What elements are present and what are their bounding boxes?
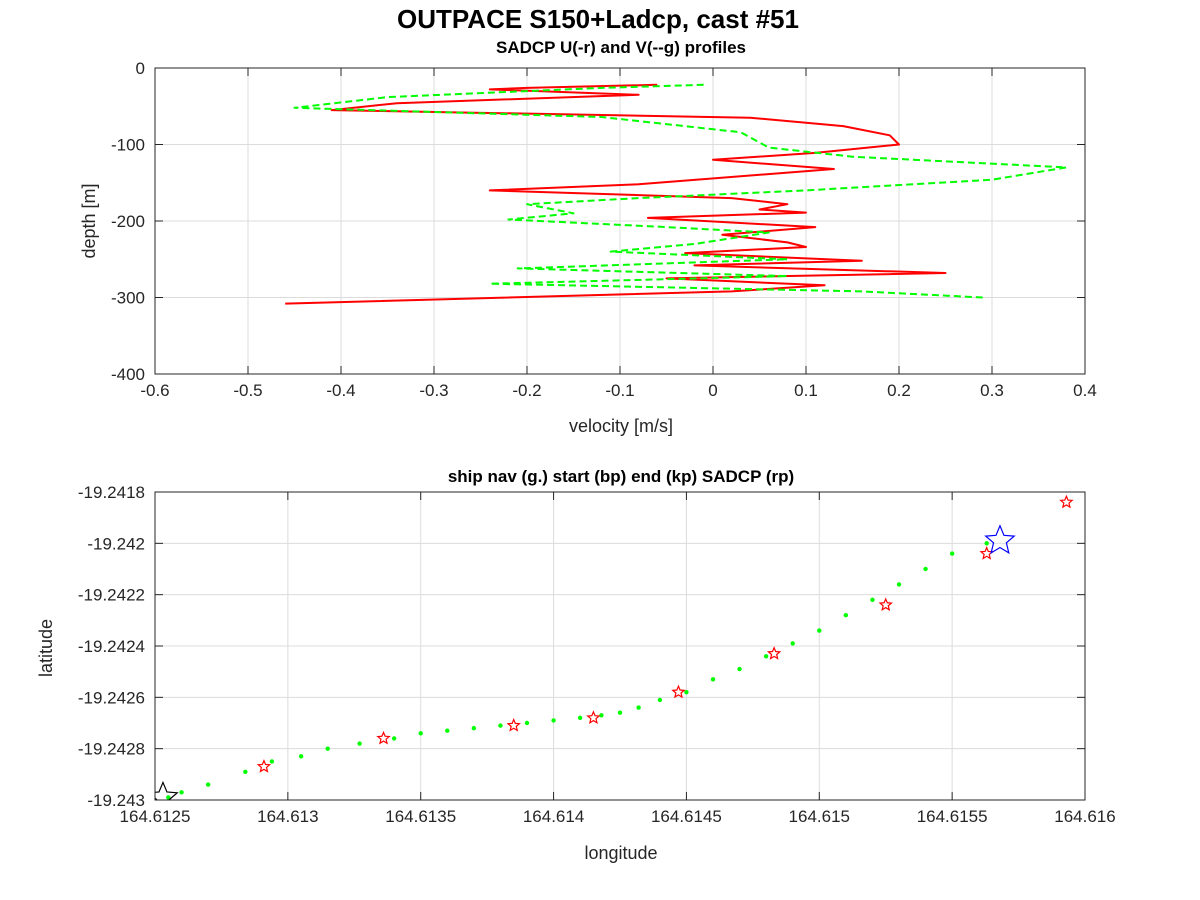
- profile-y-axis-label: depth [m]: [79, 183, 99, 258]
- profile-axes-title: SADCP U(-r) and V(--g) profiles: [496, 38, 746, 57]
- nav-ship-nav-point: [617, 710, 623, 715]
- nav-ship-nav-point: [790, 641, 795, 646]
- nav-x-tick-label: 164.6145: [651, 807, 722, 826]
- profile-y-tick-label: -300: [111, 289, 145, 308]
- nav-ship-nav-point: [243, 769, 248, 774]
- profile-x-tick-label: -0.6: [140, 381, 169, 400]
- nav-ship-nav-point: [843, 613, 849, 618]
- nav-start-star-marker: [984, 524, 1016, 555]
- nav-x-axis-label: longitude: [584, 843, 657, 863]
- nav-ticks: 164.6125 164.613 164.6135 164.614 164.6145 16…: [78, 483, 1116, 826]
- nav-ship-nav-point: [870, 597, 875, 602]
- nav-sadcp-star-marker: [376, 730, 391, 745]
- nav-x-tick-label: 164.6135: [385, 807, 456, 826]
- profile-plot-area: [285, 83, 1068, 305]
- nav-ship-nav-point: [205, 782, 211, 787]
- nav-x-tick-label: 164.6125: [120, 807, 191, 826]
- profile-x-tick-label: -0.2: [512, 381, 541, 400]
- nav-ship-nav-point: [498, 723, 503, 728]
- nav-x-tick-label: 164.6155: [917, 807, 988, 826]
- nav-x-tick-label: 164.613: [257, 807, 318, 826]
- nav-y-tick-label: -19.2418: [78, 483, 145, 502]
- profile-axes: SADCP U(-r) and V(--g) profiles -0.6 -0.5…: [79, 38, 1097, 436]
- profile-y-tick-label: -400: [111, 365, 145, 384]
- profile-x-tick-label: -0.3: [419, 381, 448, 400]
- nav-ship-nav-point: [710, 677, 716, 682]
- nav-y-axis-label: latitude: [36, 619, 56, 677]
- nav-y-tick-label: -19.2426: [78, 688, 145, 707]
- nav-plot-area: [155, 494, 1074, 800]
- nav-ship-nav-point: [269, 759, 275, 764]
- nav-ship-nav-point: [524, 720, 530, 726]
- nav-y-tick-label: -19.243: [87, 791, 145, 810]
- nav-axes: ship nav (g.) start (bp) end (kp) SADCP …: [36, 467, 1116, 863]
- profile-grid: [154, 67, 1086, 375]
- profile-x-tick-label: 0.4: [1073, 381, 1097, 400]
- profile-x-tick-label: 0.1: [794, 381, 818, 400]
- profile-y-tick-label: -200: [111, 212, 145, 231]
- nav-ship-nav-point: [298, 754, 304, 759]
- nav-sadcp-star-marker: [766, 646, 782, 660]
- nav-ship-nav-point: [357, 741, 362, 746]
- nav-end-star-marker: [155, 780, 179, 800]
- nav-y-tick-label: -19.2422: [78, 586, 145, 605]
- nav-ship-nav-point: [896, 582, 902, 587]
- nav-ship-nav-point: [577, 715, 583, 721]
- nav-ship-nav-point: [471, 725, 477, 731]
- profile-x-tick-label: -0.1: [605, 381, 634, 400]
- nav-ship-nav-point: [763, 654, 769, 659]
- nav-sadcp-star-marker: [671, 684, 686, 699]
- profile-y-tick-label: -100: [111, 136, 145, 155]
- profile-x-axis-label: velocity [m/s]: [569, 416, 673, 436]
- nav-sadcp-star-marker: [586, 710, 601, 724]
- profile-x-tick-label: -0.5: [233, 381, 262, 400]
- nav-ship-nav-point: [445, 728, 450, 733]
- nav-sadcp-star-marker: [878, 597, 893, 612]
- nav-ship-nav-point: [737, 666, 742, 672]
- nav-x-tick-label: 164.614: [523, 807, 584, 826]
- profile-x-tick-label: 0.2: [887, 381, 911, 400]
- nav-sadcp-star-marker: [256, 759, 272, 773]
- nav-ship-nav-point: [636, 705, 641, 710]
- nav-ship-nav-point: [984, 541, 989, 546]
- nav-ship-nav-point: [684, 690, 689, 695]
- nav-y-tick-label: -19.2428: [78, 740, 145, 759]
- nav-ship-nav-point: [391, 736, 397, 741]
- nav-ship-nav-point: [179, 790, 184, 795]
- figure-title: OUTPACE S150+Ladcp, cast #51: [397, 4, 799, 34]
- nav-sadcp-star-marker: [506, 718, 521, 732]
- profile-series-group: [285, 83, 1068, 305]
- nav-grid: [154, 491, 1086, 801]
- nav-x-tick-label: 164.615: [789, 807, 850, 826]
- nav-sadcp-star-marker: [1059, 494, 1074, 509]
- profile-x-tick-label: -0.4: [326, 381, 355, 400]
- nav-x-tick-label: 164.616: [1054, 807, 1115, 826]
- nav-y-tick-label: -19.2424: [78, 637, 145, 656]
- nav-series-group: [155, 494, 1074, 800]
- nav-ship-nav-point: [418, 731, 423, 736]
- profile-x-tick-label: 0.3: [980, 381, 1004, 400]
- profile-x-tick-label: 0: [708, 381, 717, 400]
- nav-ship-nav-point: [599, 713, 604, 718]
- profile-y-tick-label: 0: [136, 59, 145, 78]
- nav-ship-nav-point: [166, 795, 171, 800]
- profile-v-series-line: [293, 83, 1068, 299]
- nav-ship-nav-point: [325, 746, 330, 751]
- nav-ship-nav-point: [949, 551, 955, 556]
- nav-ship-nav-point: [657, 697, 663, 703]
- nav-ship-nav-point: [817, 628, 822, 633]
- profile-ticks: -0.6 -0.5 -0.4 -0.3 -0.2 -0.1 0 0.1 0.2 0.3 0.4 -40…: [111, 59, 1097, 400]
- nav-y-tick-label: -19.242: [87, 534, 145, 553]
- nav-ship-nav-point: [923, 566, 928, 572]
- nav-axes-title: ship nav (g.) start (bp) end (kp) SADCP …: [448, 467, 794, 486]
- nav-ship-nav-point: [551, 718, 556, 723]
